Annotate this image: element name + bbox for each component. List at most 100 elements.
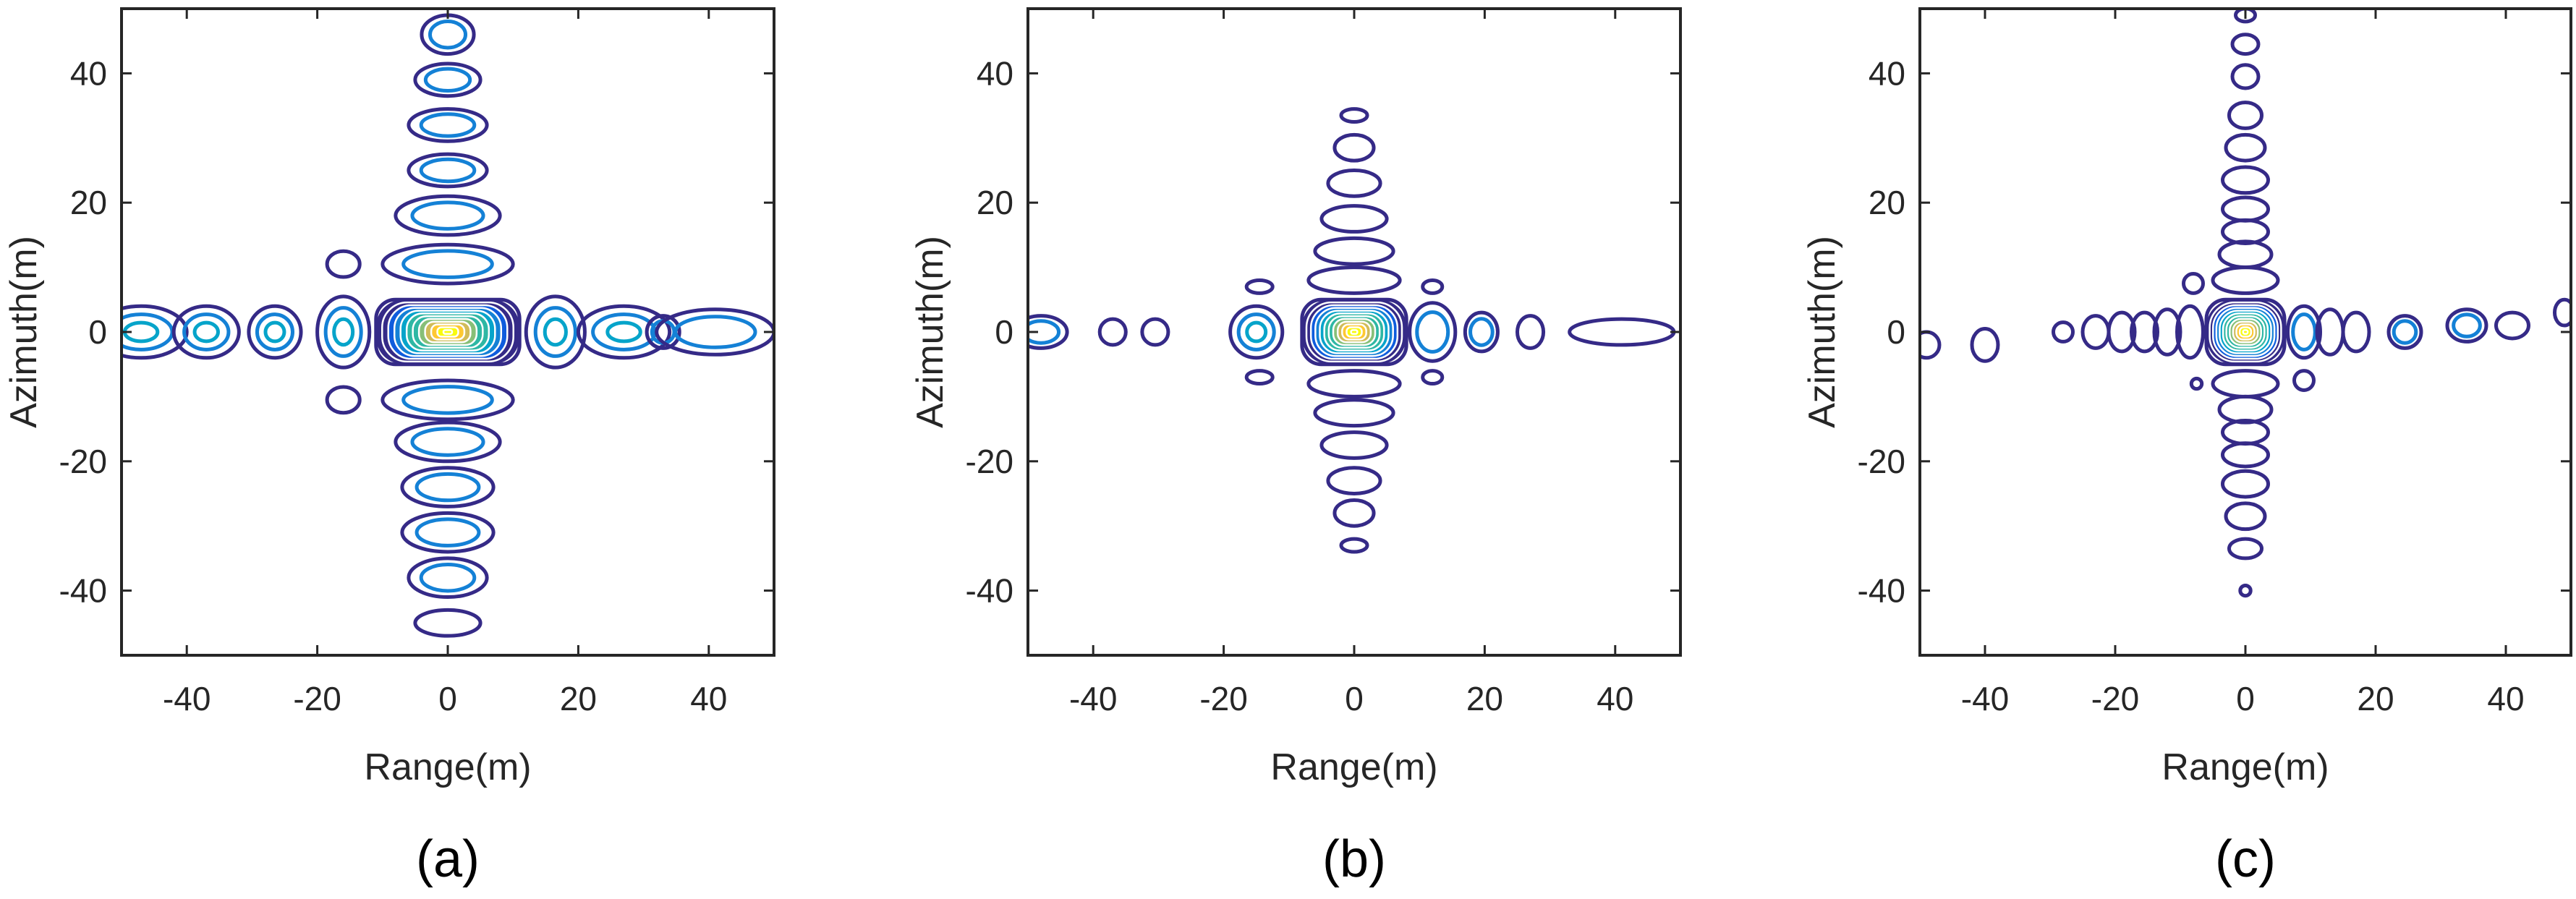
x-tick-label: 0 bbox=[438, 680, 457, 717]
contour-plot bbox=[1920, 9, 2571, 598]
sidelobe-contour bbox=[1319, 430, 1389, 460]
sidelobe-contour bbox=[381, 242, 515, 286]
sidelobe-contour bbox=[323, 306, 363, 358]
panel-caption: (c) bbox=[2215, 830, 2276, 888]
sidelobe-contour bbox=[2217, 394, 2274, 425]
sidelobe-contour bbox=[2221, 441, 2270, 469]
sidelobe-contour bbox=[2224, 132, 2267, 163]
sidelobe-contour bbox=[1326, 169, 1382, 198]
y-tick-label: -20 bbox=[966, 443, 1013, 480]
sidelobe-contour bbox=[1244, 278, 1275, 295]
sidelobe-contour bbox=[419, 112, 477, 138]
sidelobe-contour bbox=[543, 317, 568, 347]
x-tick-label: -20 bbox=[293, 680, 341, 717]
sidelobe-contour bbox=[2227, 537, 2263, 561]
y-axis-label: Azimuth(m) bbox=[1801, 236, 1843, 428]
sidelobe-contour bbox=[1097, 317, 1128, 347]
sidelobe-contour bbox=[673, 315, 757, 349]
y-tick-label: 40 bbox=[70, 54, 107, 92]
sidelobe-contour bbox=[2052, 320, 2075, 344]
x-tick-label: 20 bbox=[1466, 680, 1503, 717]
sidelobe-contour bbox=[410, 200, 485, 231]
y-tick-label: 0 bbox=[88, 313, 107, 351]
x-tick-label: 40 bbox=[690, 680, 727, 717]
sidelobe-contour bbox=[1319, 204, 1389, 234]
sidelobe-contour bbox=[255, 312, 295, 351]
sidelobe-contour bbox=[1516, 314, 1546, 350]
sidelobe-contour bbox=[1339, 107, 1369, 124]
mainlobe-outline bbox=[2204, 297, 2287, 367]
x-tick-label: -40 bbox=[1961, 680, 2009, 717]
panel-caption: (b) bbox=[1322, 830, 1386, 888]
sidelobe-contour bbox=[413, 61, 483, 98]
sidelobe-contour bbox=[400, 466, 496, 508]
sidelobe-contour bbox=[247, 304, 303, 360]
sidelobe-contour bbox=[407, 107, 489, 143]
x-tick-label: -20 bbox=[1199, 680, 1247, 717]
y-tick-label: -20 bbox=[1858, 443, 1905, 480]
mainlobe-outline bbox=[1300, 297, 1408, 367]
y-tick-label: -20 bbox=[59, 443, 107, 480]
sidelobe-contour bbox=[1339, 537, 1369, 554]
sidelobe-contour bbox=[2341, 310, 2371, 354]
sidelobe-contour bbox=[415, 472, 481, 503]
x-tick-label: -40 bbox=[163, 680, 211, 717]
sidelobe-contour bbox=[1313, 398, 1395, 428]
x-tick-label: 0 bbox=[1345, 680, 1364, 717]
sidelobe-contour bbox=[2221, 165, 2270, 195]
sidelobe-contour bbox=[2152, 307, 2182, 357]
x-axis-label: Range(m) bbox=[2161, 746, 2329, 788]
sidelobe-contour bbox=[1463, 310, 1500, 354]
sidelobe-contour bbox=[315, 294, 372, 370]
panel-2: -40 -20 0 20 40 -40 -20 0 20 40 Range(m) Azimuth(m)… bbox=[1801, 7, 2572, 888]
sidelobe-contour bbox=[394, 194, 502, 237]
sidelobe-contour bbox=[645, 314, 681, 350]
sidelobe-contour bbox=[2392, 319, 2418, 345]
panel-1: -40 -20 0 20 40 -40 -20 0 20 40 Range(m) Azimuth(m)… bbox=[909, 7, 1682, 888]
sidelobe-contour bbox=[1028, 319, 1061, 345]
mainlobe-contour bbox=[442, 329, 454, 335]
sidelobe-contour bbox=[2189, 376, 2204, 391]
sidelobe-contour bbox=[2291, 312, 2317, 351]
sidelobe-contour bbox=[325, 385, 362, 415]
y-tick-label: -40 bbox=[59, 572, 107, 610]
x-tick-label: 20 bbox=[2357, 680, 2394, 717]
x-axis-label: Range(m) bbox=[1270, 746, 1437, 788]
y-tick-label: 20 bbox=[70, 184, 107, 221]
sidelobe-contour bbox=[2175, 304, 2205, 360]
sidelobe-contour bbox=[2452, 312, 2482, 338]
sidelobe-contour bbox=[2494, 310, 2530, 341]
panel-caption: (a) bbox=[416, 830, 480, 888]
sidelobe-contour bbox=[423, 67, 472, 93]
sidelobe-contour bbox=[407, 556, 489, 600]
sidelobe-contour bbox=[419, 562, 477, 593]
sidelobe-contour bbox=[182, 312, 231, 351]
y-axis-label: Azimuth(m) bbox=[3, 236, 45, 428]
y-tick-label: 20 bbox=[1869, 184, 1905, 221]
y-tick-label: -40 bbox=[966, 572, 1013, 610]
sidelobe-contour bbox=[1244, 369, 1275, 386]
sidelobe-contour bbox=[2445, 307, 2488, 344]
sidelobe-contour bbox=[1408, 301, 1458, 363]
sidelobe-contour bbox=[1326, 466, 1382, 495]
y-tick-label: 40 bbox=[977, 54, 1013, 92]
mainlobe-contour bbox=[1350, 329, 1359, 335]
x-tick-label: 40 bbox=[1597, 680, 1633, 717]
sidelobe-contour bbox=[1306, 265, 1402, 295]
sidelobe-contour bbox=[325, 249, 362, 279]
sidelobe-contour bbox=[407, 152, 489, 189]
sidelobe-contour bbox=[2217, 239, 2274, 270]
sidelobe-contour bbox=[2230, 63, 2261, 90]
sidelobe-contour bbox=[400, 511, 496, 554]
sidelobe-contour bbox=[2182, 272, 2205, 295]
sidelobe-contour bbox=[2286, 304, 2322, 360]
sidelobe-contour bbox=[2227, 101, 2263, 130]
x-tick-label: 40 bbox=[2487, 680, 2524, 717]
sidelobe-contour bbox=[2107, 310, 2137, 354]
sidelobe-contour bbox=[1028, 314, 1069, 350]
sidelobe-contour bbox=[1236, 312, 1276, 351]
sidelobe-contour bbox=[1970, 327, 2000, 363]
sidelobe-contour bbox=[1306, 369, 1402, 399]
sidelobe-contour bbox=[2224, 501, 2267, 532]
